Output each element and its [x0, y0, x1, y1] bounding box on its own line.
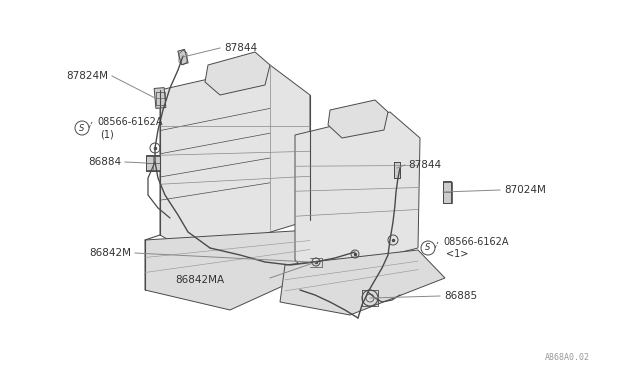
Polygon shape — [145, 230, 340, 310]
Text: 86842M: 86842M — [89, 248, 131, 258]
Polygon shape — [205, 52, 270, 95]
Polygon shape — [328, 100, 388, 138]
Text: 87824M: 87824M — [66, 71, 108, 81]
Bar — [178, 49, 188, 65]
Polygon shape — [295, 112, 420, 275]
Polygon shape — [160, 65, 310, 255]
Polygon shape — [280, 250, 445, 315]
Text: 87844: 87844 — [224, 43, 257, 53]
Text: 08566-6162A: 08566-6162A — [443, 237, 509, 247]
Bar — [443, 181, 451, 203]
Text: 86885: 86885 — [444, 291, 477, 301]
Text: A868A0.02: A868A0.02 — [545, 353, 590, 362]
Text: 87024M: 87024M — [504, 185, 546, 195]
Text: S: S — [426, 244, 431, 253]
Text: S: S — [79, 124, 84, 132]
Text: 87844: 87844 — [408, 160, 441, 170]
Bar — [394, 162, 400, 178]
Text: 08566-6162A: 08566-6162A — [97, 117, 163, 127]
Text: 86884: 86884 — [88, 157, 121, 167]
Text: (1): (1) — [100, 129, 114, 139]
Bar — [146, 155, 160, 171]
Bar — [154, 87, 166, 108]
Text: <1>: <1> — [446, 249, 468, 259]
Text: 86842MA: 86842MA — [175, 275, 224, 285]
